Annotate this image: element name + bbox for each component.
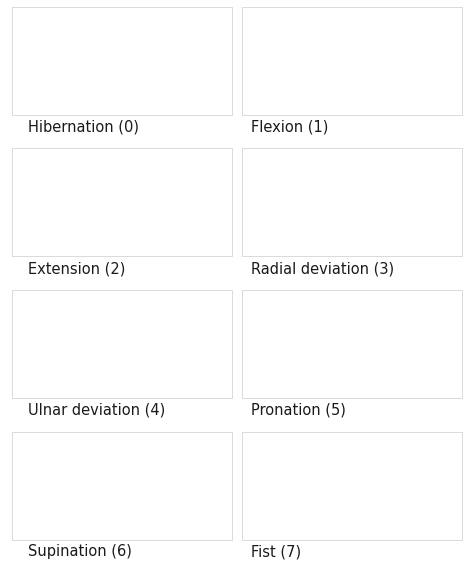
Text: Ulnar deviation (4): Ulnar deviation (4) [27,403,165,418]
Text: Supination (6): Supination (6) [27,544,131,560]
Text: Fist (7): Fist (7) [251,544,301,560]
Text: Radial deviation (3): Radial deviation (3) [251,261,393,276]
FancyBboxPatch shape [12,7,232,115]
FancyBboxPatch shape [242,7,462,115]
Text: Flexion (1): Flexion (1) [251,120,328,135]
Text: Extension (2): Extension (2) [27,261,125,276]
Text: Hibernation (0): Hibernation (0) [27,120,138,135]
FancyBboxPatch shape [12,290,232,398]
FancyBboxPatch shape [242,432,462,540]
Text: Pronation (5): Pronation (5) [251,403,346,418]
FancyBboxPatch shape [12,432,232,540]
FancyBboxPatch shape [242,149,462,257]
FancyBboxPatch shape [12,149,232,257]
FancyBboxPatch shape [242,290,462,398]
